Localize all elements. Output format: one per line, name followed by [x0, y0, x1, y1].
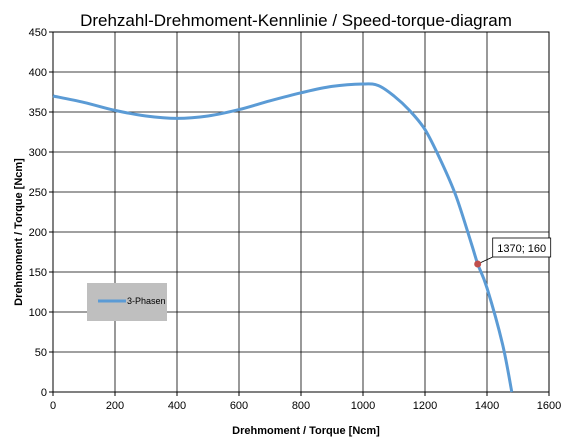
legend-label-3-phasen: 3-Phasen: [127, 296, 166, 306]
y-tick-label: 200: [29, 227, 47, 239]
x-tick-label: 200: [106, 400, 124, 412]
y-tick-label: 450: [29, 27, 47, 39]
grid: [52, 31, 550, 393]
y-tick-label: 250: [29, 187, 47, 199]
y-tick-label: 350: [29, 107, 47, 119]
chart-title: Drehzahl-Drehmoment-Kennlinie / Speed-to…: [80, 11, 512, 30]
y-axis-label: Drehmoment / Torque [Ncm]: [13, 158, 25, 306]
series-line-0: [52, 82, 514, 393]
x-tick-label: 0: [50, 400, 56, 412]
annotation-marker: [474, 260, 482, 268]
annotation-label: 1370; 160: [497, 243, 546, 255]
axis-ticks: 0 50 100 150 200 250 300 350 400 450 0 200 400 600 800…: [29, 27, 562, 412]
x-tick-label: 1000: [351, 400, 375, 412]
x-tick-label: 1200: [413, 400, 437, 412]
x-tick-label: 800: [292, 400, 310, 412]
y-tick-label: 150: [29, 267, 47, 279]
y-tick-label: 100: [29, 307, 47, 319]
x-tick-label: 400: [168, 400, 186, 412]
legend: 3-Phasen: [87, 283, 167, 321]
y-tick-label: 50: [35, 347, 47, 359]
x-tick-label: 1600: [537, 400, 561, 412]
y-tick-label: 0: [41, 387, 47, 399]
annotation: 1370; 160: [474, 237, 552, 268]
x-tick-label: 1400: [475, 400, 499, 412]
annotation-box: [492, 237, 552, 258]
series-layer: [52, 82, 514, 393]
x-axis-label: Drehmoment / Torque [Ncm]: [232, 425, 380, 437]
x-tick-label: 600: [230, 400, 248, 412]
y-tick-label: 300: [29, 147, 47, 159]
y-tick-label: 400: [29, 67, 47, 79]
